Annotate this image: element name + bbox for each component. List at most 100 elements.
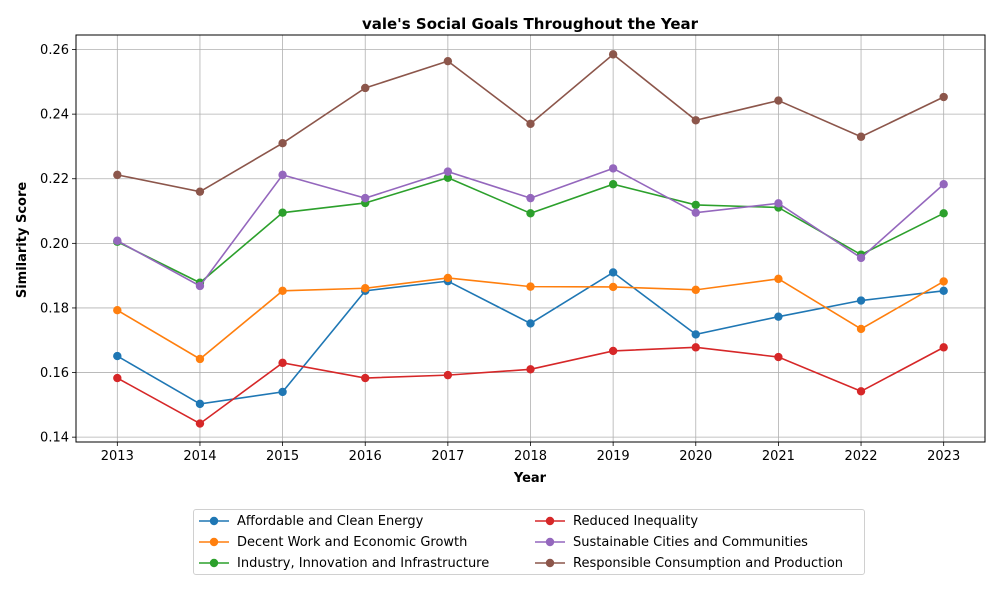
series-group: [113, 343, 948, 428]
data-point: [608, 282, 618, 292]
data-point: [691, 208, 700, 217]
legend-label: Industry, Innovation and Infrastructure: [237, 555, 490, 571]
data-point: [526, 119, 535, 129]
y-tick-label: 0.16: [40, 366, 69, 381]
data-point: [774, 312, 783, 321]
data-point: [526, 319, 535, 328]
legend-item: Reduced Inequality: [533, 511, 698, 531]
legend-label: Sustainable Cities and Communities: [573, 534, 808, 550]
x-tick-label: 2015: [266, 449, 299, 464]
data-point: [278, 208, 287, 217]
data-point: [856, 387, 866, 396]
series-group: [113, 50, 948, 196]
data-point: [691, 200, 700, 210]
data-point: [361, 83, 370, 93]
legend-swatch: [199, 558, 229, 568]
data-point: [691, 116, 700, 125]
x-tick-label: 2021: [762, 449, 795, 464]
x-axis-label: Year: [513, 471, 547, 486]
series-group: [113, 164, 948, 291]
legend-swatch: [535, 558, 565, 568]
x-tick-label: 2018: [514, 449, 547, 464]
legend-swatch: [535, 516, 565, 526]
data-point: [113, 306, 122, 315]
data-point: [526, 365, 535, 374]
legend-label: Reduced Inequality: [573, 513, 699, 529]
x-tick-label: 2020: [679, 449, 712, 464]
chart-title: vale's Social Goals Throughout the Year: [362, 15, 699, 33]
legend-swatch: [199, 516, 229, 526]
data-point: [278, 286, 287, 296]
data-point: [113, 170, 122, 180]
data-point: [856, 132, 866, 141]
legend-item: Sustainable Cities and Communities: [533, 532, 808, 552]
legend-label: Decent Work and Economic Growth: [237, 534, 468, 550]
data-point: [856, 253, 866, 263]
data-point: [939, 286, 948, 296]
data-point: [774, 352, 783, 362]
data-point: [939, 209, 948, 218]
legend-label: Responsible Consumption and Production: [573, 555, 844, 571]
legend: Affordable and Clean Energy Decent Work a…: [193, 509, 865, 575]
data-point: [278, 358, 287, 368]
data-point: [939, 277, 948, 286]
data-point: [691, 330, 700, 339]
data-point: [278, 387, 287, 397]
legend-swatch: [535, 537, 565, 547]
data-point: [278, 139, 287, 148]
data-point: [195, 399, 205, 409]
data-point: [939, 92, 948, 102]
data-point: [608, 180, 618, 189]
legend-item: Responsible Consumption and Production: [533, 553, 843, 573]
x-tick-label: 2016: [349, 449, 382, 464]
data-point: [195, 187, 205, 196]
data-point: [278, 170, 287, 180]
y-tick-label: 0.24: [40, 108, 69, 123]
series-lines: [113, 50, 948, 428]
x-tick-label: 2017: [431, 449, 464, 464]
data-point: [608, 346, 618, 356]
legend-item: Affordable and Clean Energy: [197, 511, 423, 531]
data-point: [939, 343, 948, 352]
grid-lines: [76, 35, 985, 442]
data-point: [856, 296, 866, 305]
x-tick-label: 2013: [101, 449, 134, 464]
data-point: [113, 373, 122, 383]
data-point: [195, 419, 205, 428]
y-tick-label: 0.22: [40, 172, 69, 187]
data-point: [195, 281, 205, 291]
axes: 2013 2014 2015 2016 2017 2018 2019 2020 2021 2022…: [40, 34, 986, 464]
data-point: [691, 343, 700, 352]
data-point: [939, 180, 948, 189]
data-point: [443, 273, 453, 283]
y-axis-label: Similarity Score: [15, 182, 30, 299]
x-tick-label: 2023: [927, 449, 960, 464]
y-tick-label: 0.18: [40, 301, 69, 316]
data-point: [608, 164, 618, 173]
data-point: [443, 173, 453, 182]
data-point: [361, 193, 370, 203]
y-tick-label: 0.14: [40, 431, 69, 446]
data-point: [608, 268, 618, 277]
data-point: [526, 282, 535, 291]
legend-item: Decent Work and Economic Growth: [197, 532, 467, 552]
data-point: [774, 96, 783, 105]
data-point: [608, 50, 618, 59]
data-point: [113, 351, 122, 361]
x-tick-label: 2019: [597, 449, 630, 464]
data-point: [113, 236, 122, 245]
series-group: [113, 273, 948, 364]
y-tick-label: 0.26: [40, 43, 69, 58]
data-point: [361, 284, 370, 293]
legend-label: Affordable and Clean Energy: [237, 513, 424, 529]
data-point: [691, 285, 700, 295]
data-point: [443, 56, 453, 66]
x-tick-label: 2014: [183, 449, 216, 464]
data-point: [195, 354, 205, 364]
data-point: [774, 199, 783, 208]
data-point: [526, 209, 535, 218]
data-point: [856, 324, 866, 334]
y-tick-label: 0.20: [40, 237, 69, 252]
